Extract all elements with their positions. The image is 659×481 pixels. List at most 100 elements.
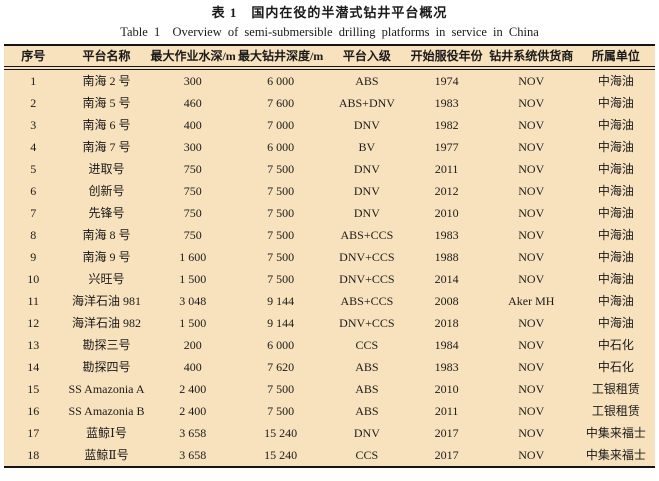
table-cell: 蓝鲸Ⅰ号 [86, 426, 127, 440]
table-cell: 10 [27, 272, 40, 286]
table-cell: 2011 [434, 162, 459, 176]
table-cell: 工银租赁 [591, 404, 640, 418]
table-cell: 2 [30, 96, 37, 110]
table-cell: 中海油 [597, 96, 634, 110]
table-cell: DNV [353, 184, 380, 198]
table-row: 16 SS Amazonia B 2 400 7 500 ABS 2011 NOV 工银租赁 [4, 400, 655, 422]
column-header: 开始服役年份 [407, 45, 486, 70]
column-header: 最大作业水深/m [150, 45, 236, 70]
table-row: 15 SS Amazonia A 2 400 7 500 ABS 2010 NOV 工银租赁 [4, 378, 655, 400]
table-cell: NOV [518, 96, 545, 110]
table-cell: 1 500 [179, 272, 207, 286]
table-cell: ABS [355, 382, 379, 396]
table-cell: 4 [30, 140, 37, 154]
table-cell: 460 [183, 96, 202, 110]
table-cell: 7 500 [267, 250, 295, 264]
table-cell: 南海 6 号 [82, 118, 131, 132]
table-cell: 7 000 [267, 118, 295, 132]
table-cell: NOV [518, 118, 545, 132]
table-caption: 表 1 国内在役的半潜式钻井平台概况 Table 1 Overview of s… [0, 0, 659, 42]
table-cell: 13 [27, 338, 40, 352]
table-cell: 1 600 [179, 250, 207, 264]
table-cell: 9 144 [267, 294, 295, 308]
table-cell: 兴旺号 [88, 272, 125, 286]
table-cell: 6 000 [267, 338, 295, 352]
column-header: 钻井系统供货商 [485, 45, 577, 70]
table-cell: 先锋号 [88, 206, 125, 220]
table-caption-english: Table 1 Overview of semi-submersible dri… [120, 25, 539, 39]
table-header-row: 序号 平台名称 最大作业水深/m 最大钻井深度/m 平台入级 开始服役年份 钻井系统供货商所… [4, 45, 655, 70]
table-cell: NOV [518, 184, 545, 198]
table-cell: ABS [355, 360, 379, 374]
table-cell: 南海 2 号 [82, 74, 131, 88]
table-cell: 7 600 [267, 96, 295, 110]
table-cell: 7 620 [267, 360, 295, 374]
drilling-platforms-table: 序号 平台名称 最大作业水深/m 最大钻井深度/m 平台入级 开始服役年份 钻井系统供货商所… [4, 44, 655, 468]
table-cell: 15 [27, 382, 40, 396]
table-cell: 300 [183, 74, 202, 88]
table-cell: 勘探四号 [82, 360, 131, 374]
table-cell: 中石化 [597, 338, 634, 352]
table-cell: NOV [518, 360, 545, 374]
table-header: 序号 平台名称 最大作业水深/m 最大钻井深度/m 平台入级 开始服役年份 钻井系统供货商所… [4, 45, 655, 70]
table-cell: 400 [183, 360, 202, 374]
table-cell: 1983 [434, 228, 459, 242]
table-row: 14 勘探四号 400 7 620 ABS 1983 NOV 中石化 [4, 356, 655, 378]
table-cell: 3 658 [179, 448, 207, 462]
table-cell: 进取号 [88, 162, 125, 176]
table-row: 3 南海 6 号 400 7 000 DNV 1982 NOV 中海油 [4, 114, 655, 136]
table-cell: 3 048 [179, 294, 207, 308]
table-cell: 7 500 [267, 206, 295, 220]
table-row: 5 进取号 750 7 500 DNV 2011 NOV 中海油 [4, 158, 655, 180]
table-cell: 南海 5 号 [82, 96, 131, 110]
table-cell: 创新号 [88, 184, 125, 198]
table-cell: 7 500 [267, 184, 295, 198]
table-cell: 中石化 [597, 360, 634, 374]
table-cell: 15 240 [264, 448, 298, 462]
column-header: 序号 [4, 45, 63, 70]
table-cell: NOV [518, 426, 545, 440]
table-row: 1 南海 2 号 300 6 000 ABS 1974 NOV 中海油 [4, 68, 655, 92]
table-cell: ABS+CCS [340, 294, 394, 308]
table-cell: 2011 [434, 404, 459, 418]
column-header: 平台名称 [62, 45, 151, 70]
table-cell: 2014 [434, 272, 459, 286]
table-row: 18 蓝鲸Ⅱ号 3 658 15 240 CCS 2017 NOV 中集来福士 [4, 444, 655, 467]
table-cell: NOV [518, 140, 545, 154]
table-cell: 2017 [434, 426, 459, 440]
table-cell: ABS+CCS [340, 228, 394, 242]
table-cell: 750 [183, 162, 202, 176]
table-cell: 9 144 [267, 316, 295, 330]
table-cell: DNV [353, 426, 380, 440]
table-cell: 中集来福士 [585, 448, 646, 462]
table-cell: ABS [355, 74, 379, 88]
table-cell: 9 [30, 250, 37, 264]
table-cell: 7 500 [267, 382, 295, 396]
table-cell: 南海 8 号 [82, 228, 131, 242]
table-cell: CCS [355, 448, 379, 462]
table-cell: NOV [518, 206, 545, 220]
table-cell: 1974 [434, 74, 459, 88]
table-cell: 2012 [434, 184, 459, 198]
table-caption-chinese: 表 1 国内在役的半潜式钻井平台概况 [211, 5, 448, 20]
table-cell: 6 [30, 184, 37, 198]
table-cell: 中海油 [597, 272, 634, 286]
table-row: 13 勘探三号 200 6 000 CCS 1984 NOV 中石化 [4, 334, 655, 356]
table-cell: 中海油 [597, 250, 634, 264]
table-cell: 南海 9 号 [82, 250, 131, 264]
table-cell: 2 400 [179, 382, 207, 396]
table-cell: 400 [183, 118, 202, 132]
table-cell: 1 500 [179, 316, 207, 330]
table-cell: 中海油 [597, 74, 634, 88]
table-cell: 1984 [434, 338, 459, 352]
table-cell: DNV [353, 162, 380, 176]
table-cell: NOV [518, 272, 545, 286]
table-cell: 海洋石油 981 [72, 294, 142, 308]
table-cell: NOV [518, 228, 545, 242]
table-cell: 勘探三号 [82, 338, 131, 352]
table-cell: 11 [27, 294, 40, 308]
table-cell: NOV [518, 316, 545, 330]
table-cell: 6 000 [267, 74, 295, 88]
table-cell: 1983 [434, 96, 459, 110]
